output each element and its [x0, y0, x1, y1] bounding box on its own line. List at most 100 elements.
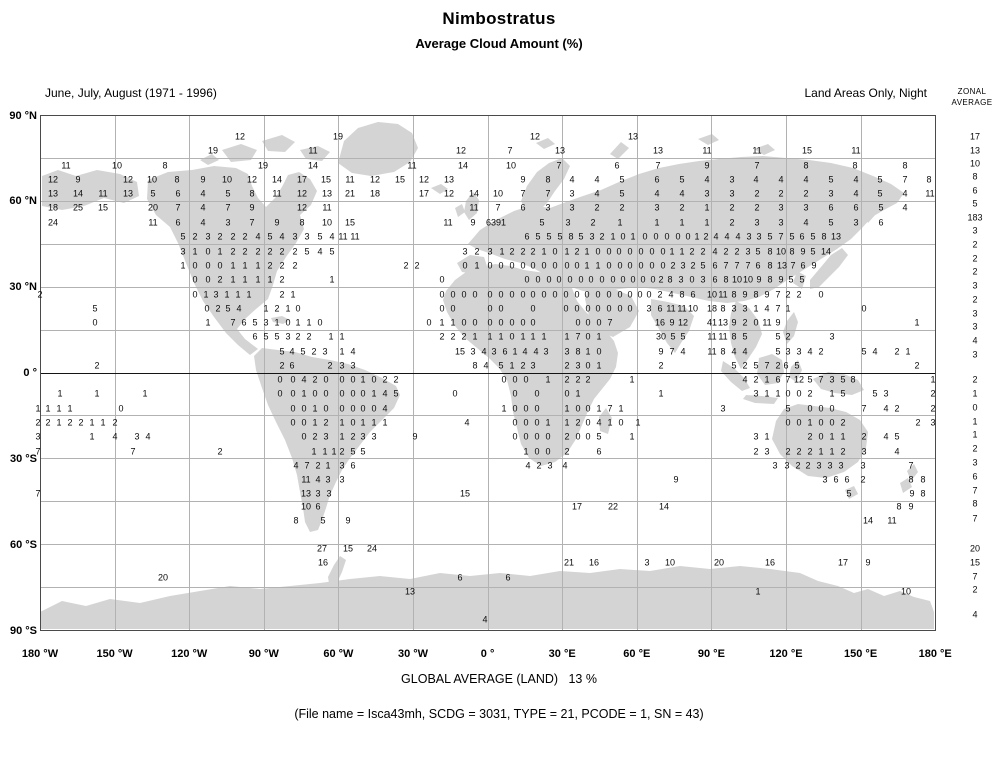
data-value-cell: 16: [764, 557, 776, 568]
data-value-cell: 9: [658, 346, 664, 357]
land-madagascar: [599, 408, 612, 434]
data-value-cell: 41: [706, 317, 718, 328]
data-value-cell: 8: [920, 488, 926, 499]
data-value-cell: 0: [339, 403, 345, 414]
data-value-cell: 2: [734, 246, 740, 257]
data-value-cell: 5: [807, 374, 813, 385]
data-value-cell: 0: [290, 374, 296, 385]
data-value-cell: 6: [755, 260, 761, 271]
land-arctic-island-3: [262, 135, 295, 152]
data-value-cell: 2: [474, 246, 480, 257]
data-value-cell: 1: [541, 331, 547, 342]
data-value-cell: 9: [865, 557, 871, 568]
data-value-cell: 2: [112, 417, 118, 428]
latitude-tick-label: 30 °N: [9, 281, 37, 294]
data-value-cell: 10: [706, 289, 718, 300]
data-value-cell: 0: [512, 417, 518, 428]
data-value-cell: 2: [217, 446, 223, 457]
data-value-cell: 1: [564, 417, 570, 428]
data-value-cell: 0: [627, 246, 633, 257]
data-value-cell: 3: [547, 460, 553, 471]
data-value-cell: 13: [776, 260, 788, 271]
data-value-cell: 2: [575, 374, 581, 385]
data-value-cell: 8: [299, 217, 305, 228]
data-value-cell: 10: [221, 174, 233, 185]
data-value-cell: 14: [72, 188, 84, 199]
data-value-cell: 6: [799, 231, 805, 242]
data-value-cell: 2: [509, 246, 515, 257]
data-value-cell: 1: [312, 417, 318, 428]
data-value-cell: 7: [775, 303, 781, 314]
data-value-cell: 19: [207, 145, 219, 156]
data-value-cell: 1: [523, 446, 529, 457]
data-value-cell: 2: [564, 374, 570, 385]
data-value-cell: 1: [267, 274, 273, 285]
data-value-cell: 2: [729, 202, 735, 213]
data-value-cell: 3: [731, 303, 737, 314]
data-value-cell: 4: [382, 388, 388, 399]
data-value-cell: 9: [731, 317, 737, 328]
gridline-latitude: [41, 544, 935, 546]
data-value-cell: 2: [564, 360, 570, 371]
data-value-cell: 7: [778, 231, 784, 242]
data-value-cell: 2: [414, 260, 420, 271]
data-value-cell: 1: [311, 446, 317, 457]
data-value-cell: 4: [679, 188, 685, 199]
data-value-cell: 7: [225, 202, 231, 213]
data-value-cell: 0: [339, 374, 345, 385]
data-value-cell: 2: [590, 217, 596, 228]
data-value-cell: 5: [279, 346, 285, 357]
zonal-average-value: 4: [972, 335, 978, 346]
zonal-average-value: 2: [972, 443, 978, 454]
data-value-cell: 2: [796, 289, 802, 300]
zonal-average-value: 6: [972, 471, 978, 482]
data-value-cell: 0: [575, 431, 581, 442]
data-value-cell: 1: [610, 231, 616, 242]
zonal-average-value: 3: [972, 349, 978, 360]
data-value-cell: 12: [234, 131, 246, 142]
data-value-cell: 5: [535, 231, 541, 242]
zonal-average-value: 3: [972, 225, 978, 236]
data-value-cell: 0: [585, 417, 591, 428]
data-value-cell: 6: [241, 317, 247, 328]
data-value-cell: 5: [846, 488, 852, 499]
data-value-cell: 0: [501, 374, 507, 385]
data-value-cell: 8: [720, 346, 726, 357]
data-value-cell: 2: [754, 202, 760, 213]
data-value-cell: 5: [785, 403, 791, 414]
data-value-cell: 2: [729, 217, 735, 228]
data-value-cell: 1: [360, 374, 366, 385]
data-value-cell: 7: [754, 160, 760, 171]
data-value-cell: 0: [192, 260, 198, 271]
data-value-cell: 1: [617, 217, 623, 228]
data-value-cell: 0: [620, 274, 626, 285]
data-value-cell: 7: [304, 460, 310, 471]
data-value-cell: 3: [778, 217, 784, 228]
data-value-cell: 9: [412, 431, 418, 442]
zonal-average-value: 2: [972, 253, 978, 264]
data-value-cell: 10: [687, 303, 699, 314]
data-value-cell: 3: [339, 460, 345, 471]
zonal-average-value: 17: [969, 131, 981, 142]
data-value-cell: 1: [541, 246, 547, 257]
data-value-cell: 3: [796, 346, 802, 357]
data-value-cell: 5: [320, 515, 326, 526]
data-value-cell: 0: [339, 388, 345, 399]
gridline-latitude: [41, 415, 935, 417]
data-value-cell: 4: [596, 417, 602, 428]
data-value-cell: 16: [588, 557, 600, 568]
data-value-cell: 4: [533, 346, 539, 357]
gridline-latitude: [41, 200, 935, 202]
land-new-guinea: [813, 372, 864, 395]
data-value-cell: 0: [290, 417, 296, 428]
data-value-cell: 11: [338, 231, 348, 242]
data-value-cell: 0: [509, 317, 515, 328]
data-value-cell: 6: [505, 572, 511, 583]
data-value-cell: 0: [217, 260, 223, 271]
data-value-cell: 4: [382, 403, 388, 414]
data-value-cell: 3: [778, 202, 784, 213]
data-value-cell: 0: [498, 260, 504, 271]
data-value-cell: 0: [426, 317, 432, 328]
data-value-cell: 12: [793, 374, 805, 385]
zonal-average-value: 3: [972, 457, 978, 468]
